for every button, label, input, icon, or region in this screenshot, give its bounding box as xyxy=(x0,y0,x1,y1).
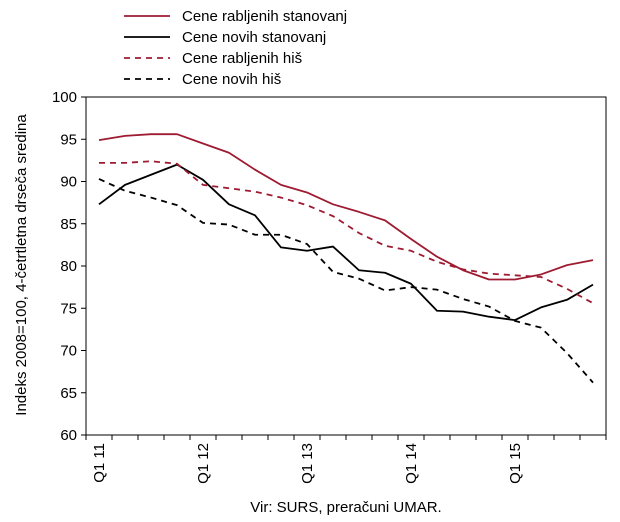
legend-label-4: Cene novih hiš xyxy=(182,71,281,88)
x-tick-label: Q1 11 xyxy=(91,443,108,483)
y-tick-label: 75 xyxy=(60,300,77,317)
plot-frame xyxy=(85,96,607,436)
y-tick-label: 100 xyxy=(52,89,77,106)
y-tick-label: 65 xyxy=(60,385,77,402)
y-tick-label: 70 xyxy=(60,343,77,360)
x-tick-label: Q1 12 xyxy=(195,443,212,484)
y-tick-label: 60 xyxy=(60,427,77,444)
legend-label-2: Cene novih stanovanj xyxy=(182,29,326,46)
y-tick-label: 95 xyxy=(60,131,77,148)
series-line-1 xyxy=(98,133,594,281)
legend: Cene rabljenih stanovanj Cene novih stano… xyxy=(124,8,347,88)
plot-axes xyxy=(85,96,607,436)
source-note: Vir: SURS, preračuni UMAR. xyxy=(250,499,441,516)
series-line-2 xyxy=(98,163,594,321)
y-tick-label: 90 xyxy=(60,174,77,191)
series-lines xyxy=(98,133,594,384)
x-tick-label: Q1 15 xyxy=(507,443,524,484)
legend-label-3: Cene rabljenih hiš xyxy=(182,50,302,67)
series-line-3 xyxy=(99,160,594,304)
legend-label-1: Cene rabljenih stanovanj xyxy=(182,8,347,25)
x-axis-ticks: Q1 11 Q1 12 Q1 13 Q1 14 Q1 15 xyxy=(85,435,607,484)
y-axis-ticks: 60 65 70 75 80 85 90 95 100 xyxy=(52,89,86,444)
series-line-4 xyxy=(98,178,594,384)
y-tick-label: 80 xyxy=(60,258,77,275)
y-axis-label: Indeks 2008=100, 4-četrtletna drseča sre… xyxy=(13,114,30,416)
x-tick-label: Q1 14 xyxy=(403,443,420,484)
x-tick-label: Q1 13 xyxy=(299,443,316,484)
y-tick-label: 85 xyxy=(60,216,77,233)
